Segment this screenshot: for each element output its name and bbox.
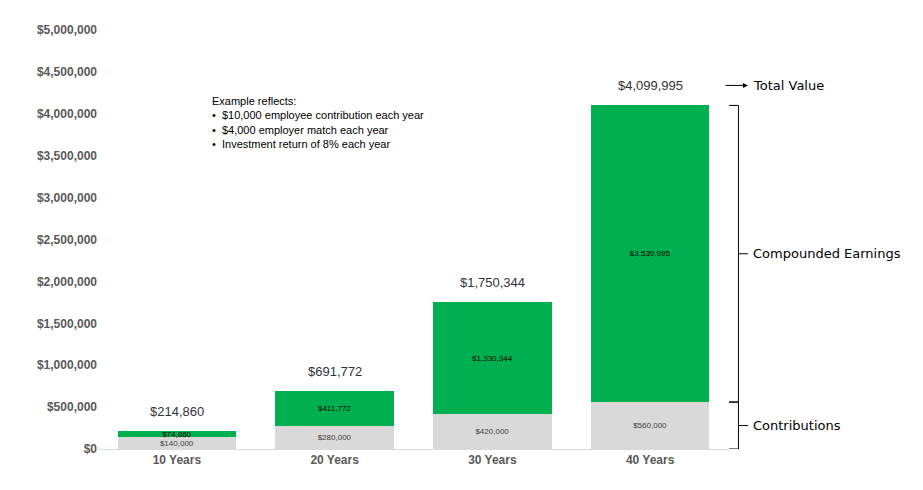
svg-text:$4,099,995: $4,099,995 [618, 78, 683, 93]
svg-text:$3,500,000: $3,500,000 [37, 149, 97, 163]
svg-text:Example reflects:• $10,000 em: Example reflects:• $10,000 employee cont… [212, 95, 424, 150]
svg-text:Compounded Earnings: Compounded Earnings [753, 246, 901, 261]
svg-text:$411,772: $411,772 [318, 404, 351, 413]
svg-text:$1,000,000: $1,000,000 [37, 358, 97, 372]
svg-text:$560,000: $560,000 [633, 421, 667, 430]
svg-text:$4,000,000: $4,000,000 [37, 107, 97, 121]
svg-text:$1,500,000: $1,500,000 [37, 317, 97, 331]
svg-text:40 Years: 40 Years [626, 453, 675, 467]
svg-text:10 Years: 10 Years [153, 453, 202, 467]
svg-text:30 Years: 30 Years [468, 453, 517, 467]
svg-text:$500,000: $500,000 [47, 400, 97, 414]
svg-text:$140,000: $140,000 [160, 439, 194, 448]
svg-text:$280,000: $280,000 [318, 433, 352, 442]
svg-text:$5,000,000: $5,000,000 [37, 23, 97, 37]
svg-text:$2,000,000: $2,000,000 [37, 275, 97, 289]
svg-text:$2,500,000: $2,500,000 [37, 233, 97, 247]
svg-text:$1,330,344: $1,330,344 [472, 354, 513, 363]
svg-text:Contributions: Contributions [753, 418, 841, 433]
svg-text:$3,000,000: $3,000,000 [37, 191, 97, 205]
svg-text:$214,860: $214,860 [150, 404, 204, 419]
svg-text:Total Value: Total Value [753, 78, 824, 93]
svg-text:$0: $0 [84, 442, 98, 456]
svg-text:$4,500,000: $4,500,000 [37, 65, 97, 79]
svg-text:$691,772: $691,772 [308, 364, 362, 379]
svg-text:$1,750,344: $1,750,344 [460, 275, 525, 290]
svg-text:$420,000: $420,000 [475, 427, 509, 436]
svg-text:20 Years: 20 Years [310, 453, 359, 467]
svg-text:$74,860: $74,860 [162, 430, 191, 439]
svg-text:$3,539,995: $3,539,995 [630, 249, 671, 258]
